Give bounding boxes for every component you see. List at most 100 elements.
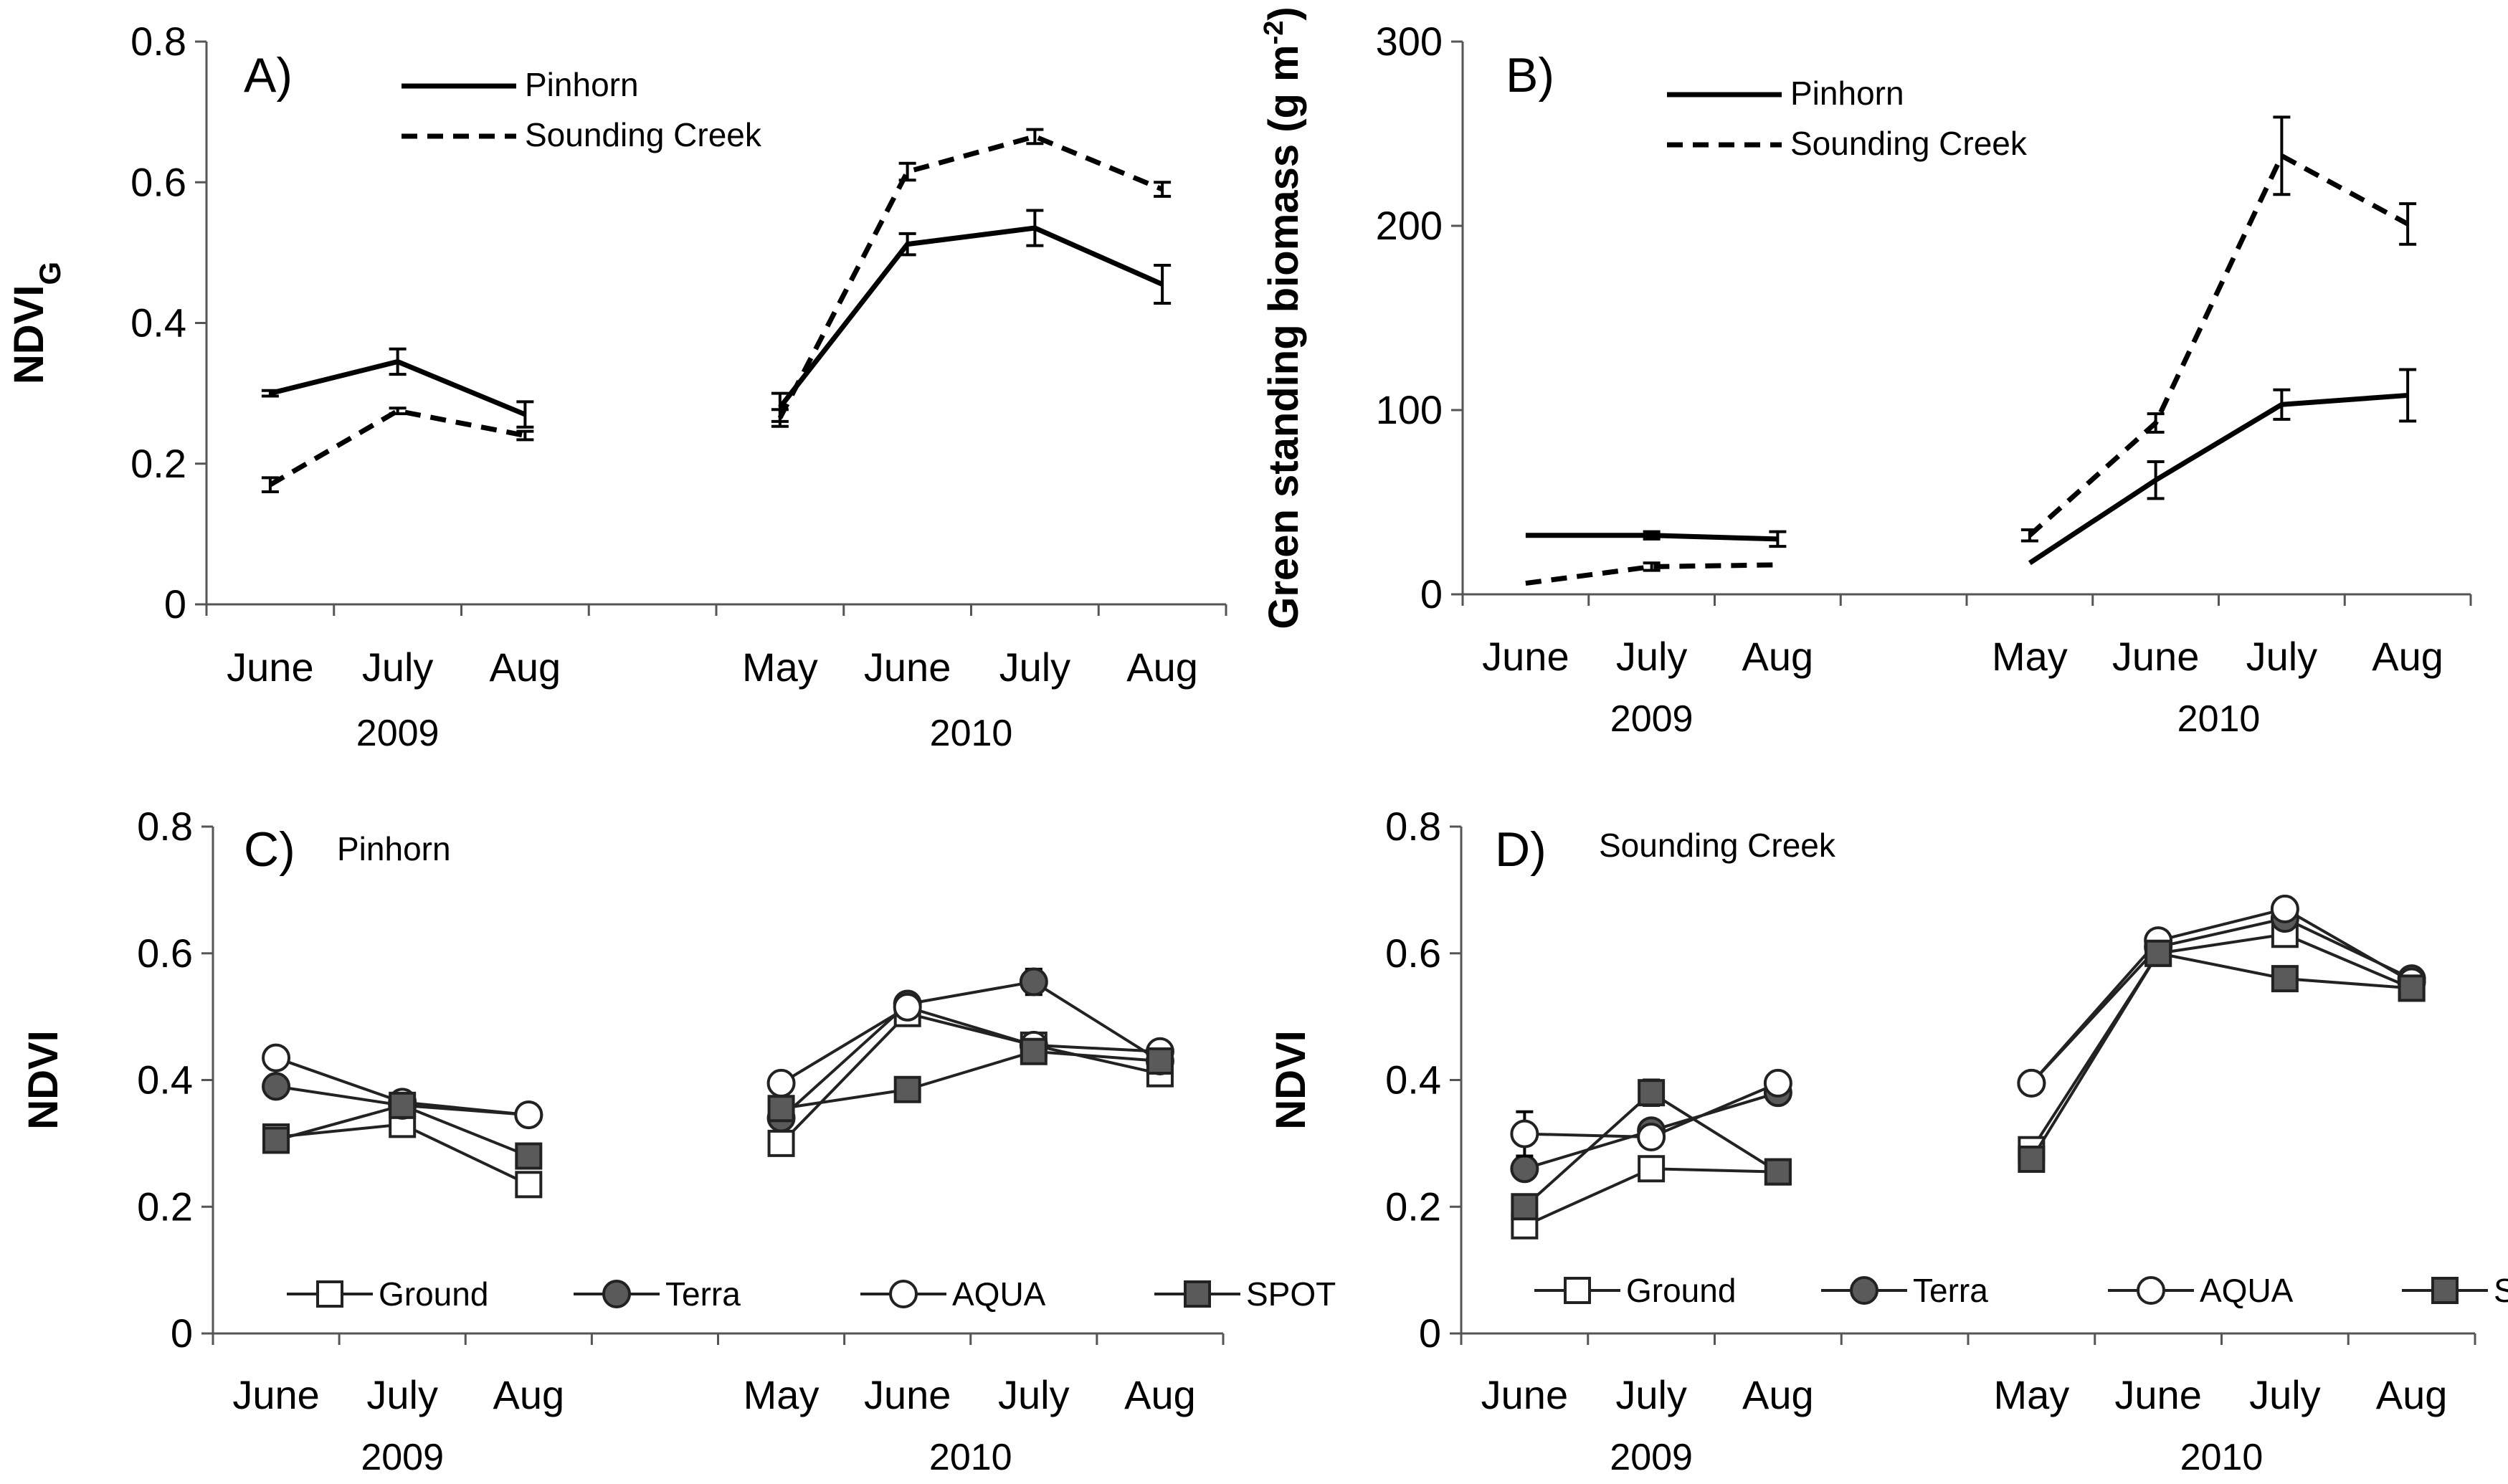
year-label: 2010 bbox=[930, 713, 1013, 754]
year-label: 2010 bbox=[2180, 1437, 2264, 1478]
x-category-label: July bbox=[2249, 1372, 2321, 1417]
series-line bbox=[1525, 562, 1778, 586]
data-point bbox=[1764, 1158, 1792, 1186]
panel-a: 0 0.2 0.4 0.6 0.8 June July Aug May June July Aug 20… bbox=[6, 19, 1227, 754]
y-tick-label: 0.2 bbox=[1385, 1184, 1441, 1229]
x-category-label: July bbox=[1615, 1372, 1687, 1417]
x-category-label: Aug bbox=[493, 1372, 564, 1417]
series-line bbox=[777, 133, 1164, 419]
legend-swatch-marker bbox=[1184, 1280, 1211, 1308]
y-axis-label-subscript: G bbox=[33, 262, 67, 285]
year-label: 2009 bbox=[1610, 1437, 1693, 1478]
year-label: 2010 bbox=[929, 1437, 1012, 1478]
legend-swatch-marker bbox=[1564, 1277, 1591, 1304]
y-tick-label: 0.8 bbox=[130, 19, 186, 64]
data-point bbox=[1511, 1193, 1539, 1221]
year-label: 2010 bbox=[2177, 698, 2261, 740]
panel-letter: B) bbox=[1506, 48, 1554, 103]
x-category-label: May bbox=[744, 1372, 820, 1417]
legend-swatch-marker bbox=[602, 1280, 631, 1308]
legend-label: SPOT bbox=[1246, 1275, 1336, 1313]
x-category-label: May bbox=[742, 645, 818, 690]
legend-swatch-marker bbox=[1850, 1276, 1878, 1305]
x-category-label: July bbox=[998, 1372, 1070, 1417]
x-category-label: Aug bbox=[1742, 1372, 1814, 1417]
x-category-label: Aug bbox=[1742, 634, 1814, 679]
site-name: Pinhorn bbox=[337, 830, 451, 867]
data-point bbox=[2398, 974, 2426, 1002]
data-point bbox=[893, 1075, 921, 1103]
x-category-label: July bbox=[366, 1372, 438, 1417]
data-point bbox=[1638, 1079, 1666, 1107]
x-category-label: June bbox=[232, 1372, 319, 1417]
series-pinhorn bbox=[1525, 368, 2417, 566]
data-point bbox=[1146, 1047, 1174, 1075]
x-category-label: July bbox=[2246, 634, 2318, 679]
y-tick-label: 0 bbox=[171, 1311, 193, 1356]
x-category-label: June bbox=[2112, 634, 2199, 679]
panel-c: 0 0.2 0.4 0.6 0.8 June July Aug May June July Aug 20… bbox=[20, 804, 1336, 1478]
data-point bbox=[262, 1043, 291, 1072]
series-line bbox=[780, 1005, 1161, 1085]
y-tick-label: 0 bbox=[1420, 571, 1443, 617]
y-axis-label: Green standing biomass (g m-2) bbox=[1259, 6, 1307, 629]
data-point bbox=[1638, 1155, 1666, 1183]
series-line bbox=[2028, 392, 2408, 566]
series-line bbox=[781, 1050, 1161, 1110]
x-category-label: Aug bbox=[2376, 1372, 2448, 1417]
y-tick-label: 0 bbox=[1419, 1311, 1441, 1356]
y-tick-label: 0.4 bbox=[1385, 1057, 1441, 1103]
x-category-label: May bbox=[1993, 1372, 2069, 1417]
panel-letter: A) bbox=[244, 48, 293, 103]
y-tick-label: 0 bbox=[164, 581, 186, 627]
x-category-label: May bbox=[1992, 634, 2068, 679]
y-tick-label: 0.8 bbox=[1385, 804, 1441, 849]
year-label: 2009 bbox=[356, 713, 440, 754]
series-line bbox=[269, 408, 526, 487]
legend-label: AQUA bbox=[952, 1275, 1046, 1313]
legend-swatch-marker bbox=[316, 1280, 343, 1308]
y-axis-label-main: NDVI bbox=[20, 1030, 67, 1130]
data-point bbox=[767, 1129, 795, 1157]
data-point bbox=[2144, 939, 2172, 967]
y-tick-label: 0.8 bbox=[137, 804, 193, 849]
data-point bbox=[2017, 1068, 2046, 1098]
data-point bbox=[2270, 894, 2299, 923]
x-category-label: July bbox=[362, 645, 434, 690]
series-sounding-creek bbox=[1525, 115, 2417, 586]
y-tick-label: 0.4 bbox=[130, 300, 186, 346]
y-axis-label: NDVIG bbox=[6, 262, 67, 384]
series-spot bbox=[1511, 939, 2426, 1221]
y-tick-label: 0.6 bbox=[1385, 931, 1441, 976]
x-category-label: Aug bbox=[1126, 645, 1198, 690]
series-line bbox=[780, 1012, 1161, 1145]
data-point bbox=[1510, 1119, 1539, 1148]
x-category-label: June bbox=[1482, 634, 1569, 679]
y-tick-label: 100 bbox=[1376, 387, 1443, 432]
data-point bbox=[2271, 965, 2299, 993]
series-pinhorn bbox=[261, 209, 1172, 429]
data-point bbox=[515, 1171, 543, 1199]
legend-swatch-marker bbox=[2137, 1276, 2165, 1305]
legend-label: Sounding Creek bbox=[1790, 125, 2028, 162]
legend-label: Ground bbox=[1626, 1272, 1736, 1309]
data-point bbox=[766, 1068, 796, 1098]
series-line bbox=[778, 225, 1164, 409]
data-point bbox=[514, 1100, 543, 1130]
data-point bbox=[389, 1091, 417, 1119]
panel-b: 0 100 200 300 June July Aug May June July Aug 2009 2… bbox=[1259, 6, 2472, 740]
x-category-label: July bbox=[1616, 634, 1688, 679]
y-tick-label: 0.2 bbox=[137, 1184, 193, 1229]
y-tick-label: 0.6 bbox=[137, 931, 193, 976]
data-point bbox=[262, 1126, 290, 1154]
x-category-label: June bbox=[1481, 1372, 1568, 1417]
x-category-label: Aug bbox=[2372, 634, 2443, 679]
y-axis-label: NDVI bbox=[20, 1030, 67, 1130]
legend-label: Ground bbox=[379, 1275, 488, 1313]
data-point bbox=[1510, 1154, 1539, 1184]
x-category-label: June bbox=[864, 1372, 951, 1417]
year-label: 2009 bbox=[361, 1437, 444, 1478]
series-line bbox=[2030, 907, 2413, 1085]
y-axis-label-close: ) bbox=[1260, 6, 1307, 20]
